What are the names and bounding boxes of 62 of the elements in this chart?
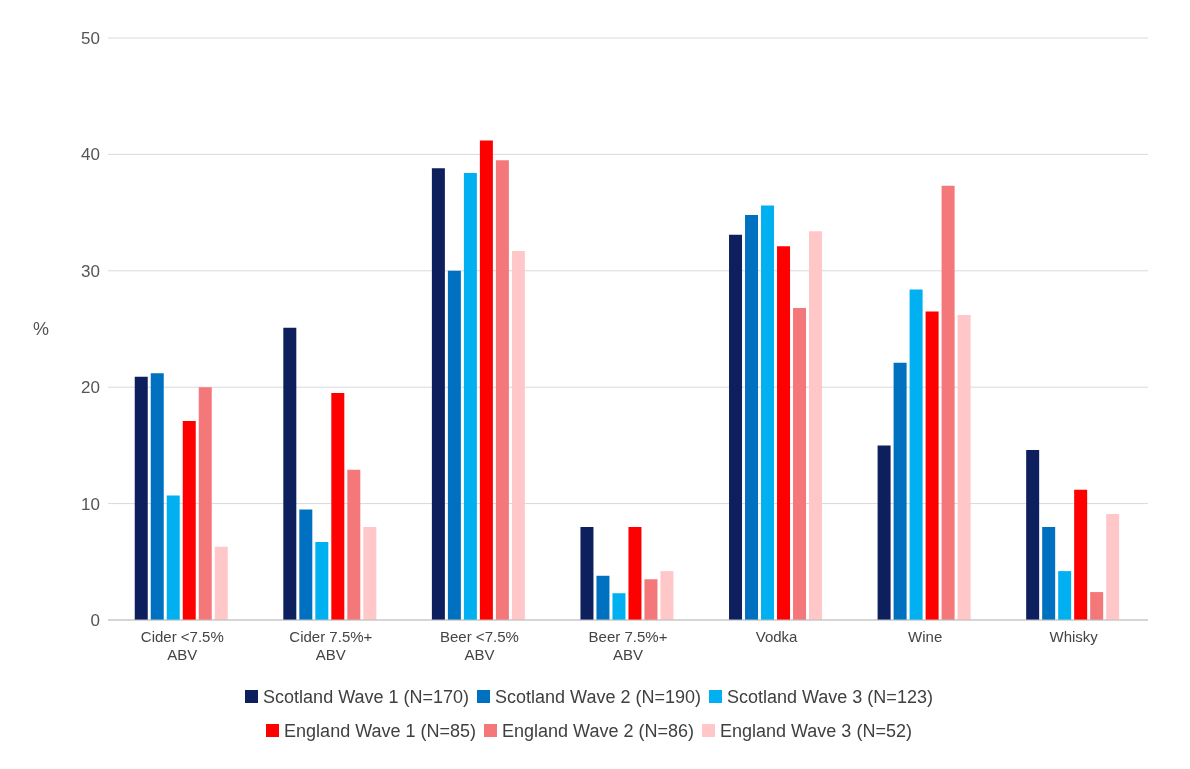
legend-label: Scotland Wave 3 (N=123) <box>725 686 933 709</box>
bar <box>479 140 493 620</box>
bar <box>793 308 807 620</box>
bar <box>809 231 823 620</box>
bar <box>628 526 642 620</box>
y-tick-label: 30 <box>81 261 100 281</box>
bar <box>745 214 759 620</box>
y-tick-label: 50 <box>81 29 100 49</box>
legend-label: Scotland Wave 2 (N=190) <box>494 686 701 709</box>
bar <box>612 593 626 620</box>
bar <box>150 373 164 620</box>
x-tick-label: Vodka <box>755 628 799 645</box>
bar <box>363 526 377 620</box>
bar <box>957 315 971 620</box>
x-tick-label: Whisky <box>1049 628 1099 645</box>
bar <box>729 234 743 620</box>
bar <box>909 289 923 620</box>
bar <box>447 270 461 620</box>
y-tick-label: 20 <box>81 378 100 398</box>
bar <box>134 376 148 620</box>
y-tick-label: 0 <box>90 611 100 631</box>
bar <box>1106 514 1120 620</box>
bar <box>925 311 939 620</box>
x-tick-label: Cider 7.5%+ ABV <box>289 628 373 663</box>
bar <box>347 469 361 620</box>
bar <box>495 160 509 620</box>
bar <box>644 579 658 620</box>
bar <box>182 420 196 620</box>
x-tick-label: Cider <7.5% ABV <box>140 628 224 663</box>
legend-label: Scotland Wave 1 (N=170) <box>262 686 470 709</box>
bar <box>283 327 297 620</box>
bar <box>331 393 345 620</box>
bar <box>1074 489 1088 620</box>
bar <box>315 542 329 620</box>
bar <box>1058 571 1072 620</box>
bar <box>893 362 907 620</box>
bar <box>777 246 791 620</box>
bar <box>1026 450 1040 620</box>
x-tick-label: Wine <box>908 628 943 645</box>
bar <box>660 571 674 620</box>
bar <box>877 445 891 620</box>
bar <box>431 168 445 620</box>
bar <box>580 526 594 620</box>
y-tick-label: 40 <box>81 145 100 165</box>
legend-label: England Wave 1 (N=85) <box>283 720 477 743</box>
legend-label: England Wave 2 (N=86) <box>501 720 694 743</box>
y-tick-label: 10 <box>81 494 100 514</box>
bar <box>463 173 477 620</box>
y-axis-title: % <box>33 319 50 340</box>
bar <box>1090 592 1104 620</box>
bar <box>941 185 955 620</box>
x-tick-label: Beer 7.5%+ ABV <box>588 628 668 663</box>
bar <box>166 495 180 620</box>
bar <box>761 205 775 620</box>
legend-label: England Wave 3 (N=52) <box>718 720 912 743</box>
bar <box>198 387 212 620</box>
bar <box>299 509 313 620</box>
bar <box>596 575 610 620</box>
bar <box>511 251 525 620</box>
bar <box>214 546 228 620</box>
x-tick-label: Beer <7.5% ABV <box>440 628 519 663</box>
bar <box>1042 526 1056 620</box>
